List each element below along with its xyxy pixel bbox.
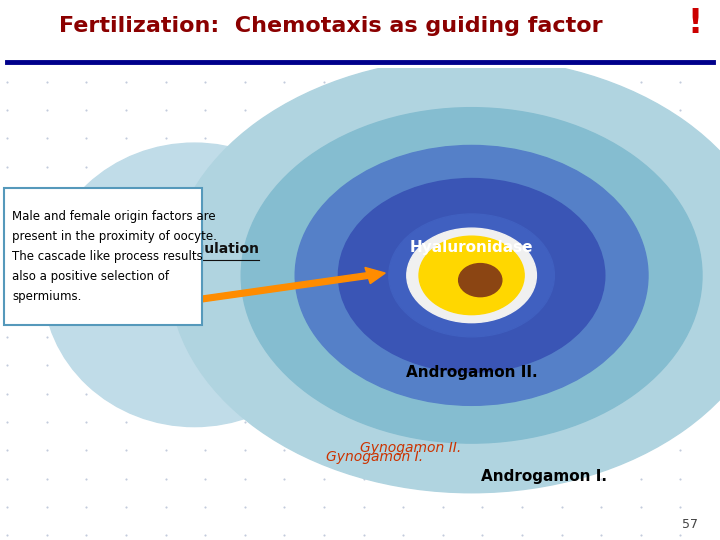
Text: Hyaluronidase: Hyaluronidase: [410, 240, 534, 254]
Ellipse shape: [419, 236, 524, 315]
Ellipse shape: [389, 214, 554, 337]
Ellipse shape: [338, 179, 605, 372]
Ellipse shape: [76, 293, 96, 301]
Ellipse shape: [44, 302, 64, 310]
Text: 57: 57: [683, 517, 698, 530]
Ellipse shape: [145, 285, 164, 294]
FancyArrow shape: [68, 267, 385, 321]
Ellipse shape: [109, 283, 129, 291]
Text: Coagulation: Coagulation: [166, 242, 259, 256]
Ellipse shape: [295, 145, 648, 406]
Text: Fertilization:  Chemotaxis as guiding factor: Fertilization: Chemotaxis as guiding fac…: [59, 16, 603, 36]
Ellipse shape: [459, 264, 502, 296]
Text: Androgamon II.: Androgamon II.: [406, 364, 537, 380]
Ellipse shape: [407, 228, 536, 322]
Ellipse shape: [43, 143, 346, 427]
Text: Male and female origin factors are
present in the proximity of oocyte.
The casca: Male and female origin factors are prese…: [12, 210, 217, 303]
Ellipse shape: [169, 58, 720, 492]
Ellipse shape: [174, 290, 193, 299]
Ellipse shape: [241, 107, 702, 443]
Text: Gynogamon II.: Gynogamon II.: [360, 441, 461, 455]
Text: Androgamon I.: Androgamon I.: [481, 469, 606, 484]
Text: Gynogamon I.: Gynogamon I.: [326, 450, 423, 464]
FancyBboxPatch shape: [4, 188, 202, 325]
Text: !: !: [687, 7, 703, 40]
